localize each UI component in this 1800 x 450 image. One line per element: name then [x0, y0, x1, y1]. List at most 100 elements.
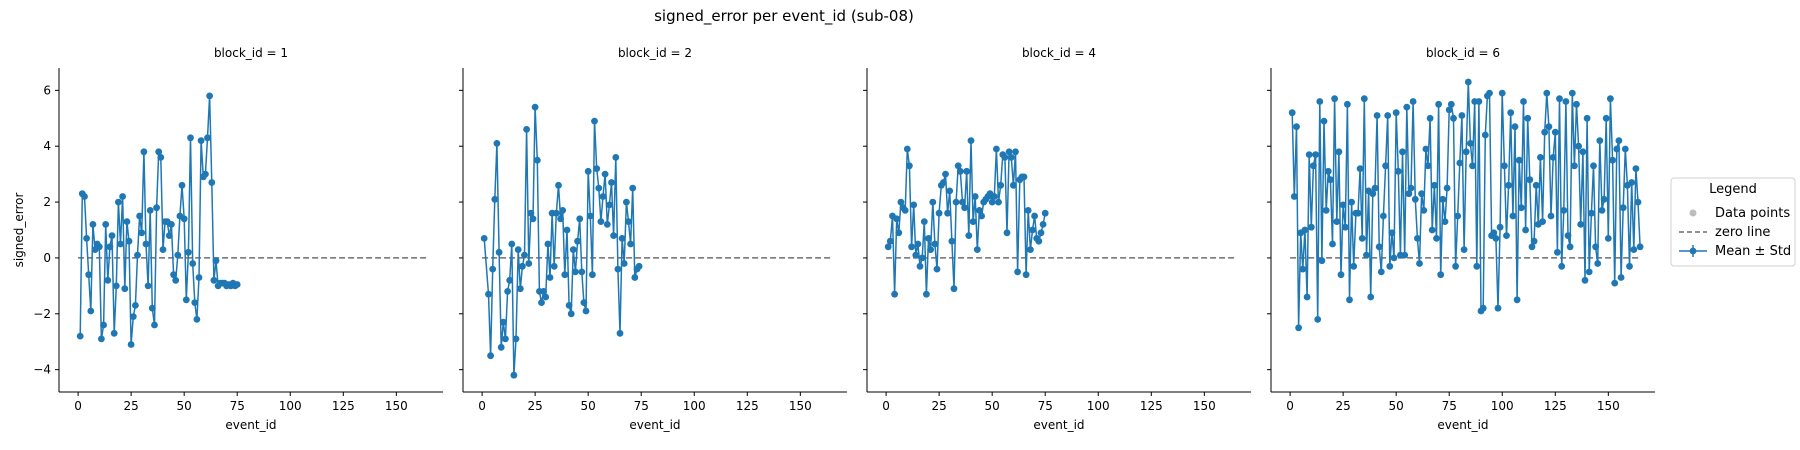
panel-3: block_id = 4 0 25 50 75 100 125 150 event_id [863, 46, 1251, 432]
data-point [635, 262, 643, 270]
data-point [961, 204, 968, 212]
data-point [1503, 232, 1510, 240]
data-point [112, 282, 120, 290]
data-point [1312, 151, 1319, 159]
data-point [912, 251, 920, 259]
x-tick-label: 100 [279, 399, 302, 413]
data-point [1458, 112, 1466, 119]
data-point [100, 321, 107, 329]
x-tick-label: 100 [683, 399, 706, 413]
legend-item-label: zero line [1715, 225, 1770, 240]
data-point [920, 218, 928, 226]
data-point [561, 271, 569, 279]
data-point [1431, 181, 1438, 189]
data-point [1460, 246, 1468, 254]
x-tick-label: 75 [1038, 399, 1053, 413]
panels: block_id = 1 0 25 50 75 100 125 150 event_id −4 −2… [12, 46, 1655, 432]
data-point [155, 148, 163, 156]
data-point [1634, 198, 1642, 206]
data-point [1492, 235, 1500, 242]
data-point [512, 335, 520, 343]
data-point [886, 237, 894, 245]
x-tick-label: 25 [123, 399, 138, 413]
x-tick-label: 125 [332, 399, 355, 413]
data-point [1035, 237, 1043, 245]
data-point [1316, 98, 1324, 105]
data-point [1382, 162, 1389, 170]
legend-box [1670, 177, 1796, 267]
data-point [557, 215, 564, 223]
data-point [521, 251, 528, 259]
data-point [1293, 123, 1300, 131]
data-point [1579, 148, 1587, 156]
data-point [191, 299, 199, 306]
data-point [108, 232, 116, 240]
data-point [1452, 262, 1459, 270]
data-point [567, 310, 575, 318]
data-point [525, 260, 533, 267]
data-point [1585, 268, 1593, 276]
panel-4: block_id = 6 0 25 50 75 100 125 150 event_id [1267, 46, 1655, 432]
data-point [1577, 221, 1585, 228]
data-point [578, 268, 586, 276]
data-point [182, 296, 190, 304]
data-point [599, 193, 607, 200]
data-point [487, 352, 494, 360]
data-point [1575, 142, 1582, 150]
data-point [129, 313, 137, 320]
data-point [1630, 246, 1638, 254]
x-tick-label: 50 [177, 399, 192, 413]
data-point [997, 181, 1005, 189]
x-tick-label: 25 [931, 399, 946, 413]
data-point [988, 198, 996, 206]
data-point [110, 329, 118, 337]
data-point [1333, 218, 1341, 226]
data-point [1337, 271, 1345, 279]
data-point [1390, 254, 1398, 262]
data-point [134, 251, 141, 259]
x-tick-label: 100 [1491, 399, 1514, 413]
x-tick-label: 50 [985, 399, 1000, 413]
data-point [1437, 271, 1445, 279]
data-point [153, 204, 161, 212]
data-point [1592, 243, 1599, 251]
data-point [1401, 251, 1409, 259]
panel-title: block_id = 2 [618, 46, 692, 60]
y-axis-label: signed_error [12, 193, 26, 268]
data-point [1424, 162, 1432, 170]
data-point [1479, 304, 1487, 312]
data-point [1551, 128, 1559, 136]
x-tick-label: 100 [1087, 399, 1110, 413]
data-point [946, 187, 954, 195]
data-point [897, 198, 905, 206]
data-point [1564, 232, 1572, 240]
data-point [576, 215, 584, 223]
data-point [115, 198, 122, 206]
data-point [210, 276, 218, 284]
data-point [121, 285, 129, 293]
data-point [157, 154, 165, 161]
data-point [1290, 193, 1298, 200]
series-line [79, 95, 238, 345]
data-point [1511, 123, 1519, 131]
data-point [1496, 223, 1504, 231]
data-point [1022, 271, 1030, 279]
data-point [1568, 89, 1576, 97]
data-point [1541, 128, 1549, 136]
data-point [1003, 229, 1011, 237]
data-point [138, 229, 146, 237]
data-point [1439, 195, 1447, 203]
data-point [1380, 212, 1387, 220]
data-point [614, 265, 622, 273]
y-tick-label: −2 [33, 307, 51, 321]
data-point [965, 232, 973, 240]
data-point [956, 167, 964, 175]
data-point [148, 304, 156, 312]
data-point [967, 137, 975, 145]
data-point [495, 248, 503, 256]
data-point [1414, 235, 1421, 242]
data-point [98, 335, 105, 343]
data-point [1602, 114, 1610, 122]
data-point [1581, 276, 1589, 284]
data-point [125, 237, 133, 245]
